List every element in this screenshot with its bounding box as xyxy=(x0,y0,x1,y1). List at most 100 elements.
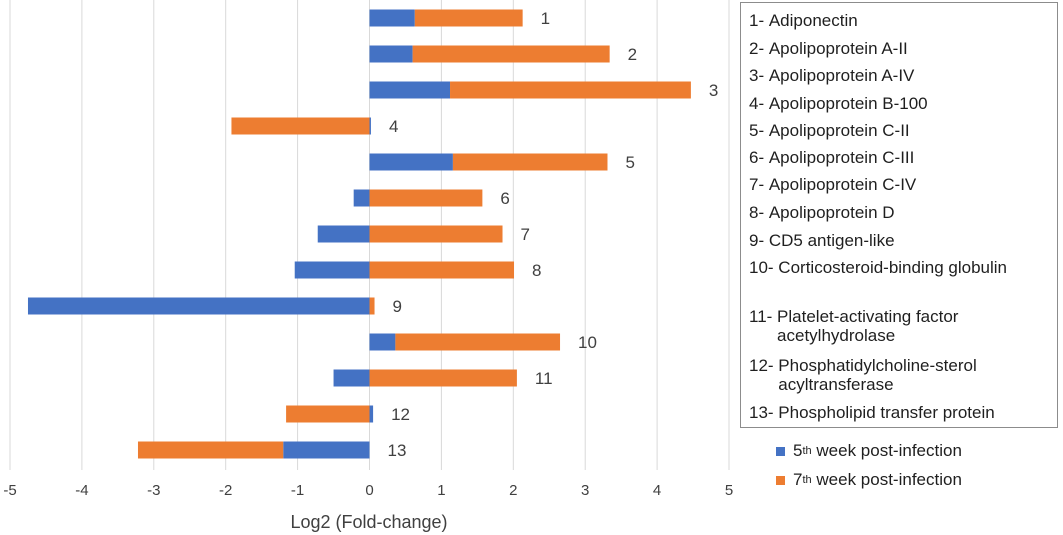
protein-legend-item: 2- Apolipoprotein A-II xyxy=(749,39,1055,58)
bar-week5-2 xyxy=(369,45,413,63)
protein-legend-item: 3- Apolipoprotein A-IV xyxy=(749,66,1055,85)
x-tick-label: 0 xyxy=(365,482,373,499)
x-tick-label: -1 xyxy=(291,482,304,499)
protein-legend-number: 6- xyxy=(749,148,769,167)
bar-week5-12 xyxy=(369,405,374,423)
bar-week5-13 xyxy=(283,441,370,459)
protein-legend-item: 9- CD5 antigen-like xyxy=(749,231,1055,250)
protein-legend-item: 8- Apolipoprotein D xyxy=(749,203,1055,222)
protein-legend-name: Apolipoprotein C-III xyxy=(768,148,915,167)
category-label: 4 xyxy=(389,117,398,136)
protein-legend-number: 2- xyxy=(749,39,769,58)
category-label: 10 xyxy=(578,333,597,352)
series-legend-swatch xyxy=(776,475,785,485)
bar-week5-5 xyxy=(369,153,453,171)
x-axis-title: Log2 (Fold-change) xyxy=(290,512,447,532)
category-label: 5 xyxy=(625,153,634,172)
x-tick-labels: -5 -4 -3 -2 -1 0 1 2 3 4 5 xyxy=(3,482,733,499)
category-label: 7 xyxy=(521,225,530,244)
protein-legend-name: Apolipoprotein B-100 xyxy=(768,94,928,113)
series-legend-suffix: th xyxy=(802,445,812,457)
protein-legend-number: 7- xyxy=(749,175,769,194)
protein-legend-name: Apolipoprotein D xyxy=(768,203,895,222)
category-label: 11 xyxy=(535,369,553,388)
bar-week7-5 xyxy=(452,153,608,171)
protein-legend-item: 1- Adiponectin xyxy=(749,11,1055,30)
x-tick-label: -3 xyxy=(147,482,160,499)
bar-week7-10 xyxy=(395,333,561,351)
x-tick-label: -5 xyxy=(3,482,16,499)
category-label: 1 xyxy=(541,9,550,28)
protein-legend-name: Apolipoprotein A-IV xyxy=(768,66,915,85)
bar-week7-13 xyxy=(137,441,284,459)
protein-legend-number: 11- xyxy=(749,307,778,326)
bar-week5-8 xyxy=(294,261,370,279)
protein-legend: 1- Adiponectin 2- Apolipoprotein A-II 3- A… xyxy=(740,2,1058,428)
bar-week7-11 xyxy=(369,369,517,387)
bar-week7-12 xyxy=(286,405,370,423)
category-label: 12 xyxy=(391,405,410,424)
protein-legend-name: CD5 antigen-like xyxy=(768,231,895,250)
bar-week7-3 xyxy=(450,81,691,99)
x-tick-label: 4 xyxy=(653,482,661,499)
x-tick-label: -4 xyxy=(75,482,88,499)
category-label: 2 xyxy=(628,45,637,64)
x-tick-label: 3 xyxy=(581,482,589,499)
x-tick-label: 5 xyxy=(725,482,733,499)
protein-legend-number: 1- xyxy=(749,11,769,30)
bar-week5-4 xyxy=(369,117,371,135)
category-label: 9 xyxy=(393,297,402,316)
protein-legend-name: Phosphatidylcholine-sterol acyltransfera… xyxy=(778,356,977,394)
protein-legend-item: 7- Apolipoprotein C-IV xyxy=(749,175,1055,194)
bar-week7-1 xyxy=(414,9,523,27)
bar-week5-6 xyxy=(353,189,370,207)
protein-legend-number: 9- xyxy=(749,231,769,250)
bar-week7-2 xyxy=(412,45,610,63)
x-tick-label: -2 xyxy=(219,482,232,499)
x-tick-label: 1 xyxy=(437,482,445,499)
protein-legend-name: Apolipoprotein A-II xyxy=(768,39,908,58)
protein-legend-number: 10- xyxy=(749,258,779,277)
category-label: 3 xyxy=(709,81,718,100)
bar-week5-3 xyxy=(369,81,451,99)
category-label: 13 xyxy=(388,441,407,460)
series-legend-suffix: th xyxy=(802,474,812,486)
protein-legend-name: Phospholipid transfer protein xyxy=(778,403,995,422)
bar-week7-4 xyxy=(231,117,370,135)
bar-week5-9 xyxy=(27,297,370,315)
protein-legend-name: Corticosteroid-binding globulin xyxy=(778,258,1007,277)
protein-legend-name: Apolipoprotein C-II xyxy=(768,121,910,140)
protein-legend-item: 10- Corticosteroid-binding globulin xyxy=(749,258,1055,277)
protein-legend-name: Platelet-activating factor acetylhydrola… xyxy=(777,307,959,345)
x-tick-label: 2 xyxy=(509,482,517,499)
protein-legend-name: Adiponectin xyxy=(768,11,858,30)
bar-week7-6 xyxy=(369,189,483,207)
protein-legend-number: 12- xyxy=(749,356,779,375)
protein-legend-number: 4- xyxy=(749,94,769,113)
protein-legend-item: 5- Apolipoprotein C-II xyxy=(749,121,1055,140)
bars xyxy=(27,9,691,459)
protein-legend-item: 13- Phospholipid transfer protein xyxy=(749,403,1055,422)
series-legend-week: 5 xyxy=(793,441,803,460)
protein-legend-item: 4- Apolipoprotein B-100 xyxy=(749,94,1055,113)
protein-legend-name: Apolipoprotein C-IV xyxy=(768,175,917,194)
protein-legend-number: 5- xyxy=(749,121,769,140)
bar-week5-10 xyxy=(369,333,396,351)
protein-legend-item: 12- Phosphatidylcholine-sterol acyltrans… xyxy=(749,356,1055,394)
bar-week5-7 xyxy=(317,225,370,243)
protein-legend-item: 6- Apolipoprotein C-III xyxy=(749,148,1055,167)
bar-week7-8 xyxy=(369,261,515,279)
bar-week5-11 xyxy=(333,369,370,387)
bar-week7-7 xyxy=(369,225,503,243)
bar-week7-9 xyxy=(369,297,375,315)
series-legend-text: week post-infection xyxy=(811,441,962,460)
category-label: 8 xyxy=(532,261,541,280)
bar-week5-1 xyxy=(369,9,415,27)
series-legend-week: 7 xyxy=(793,470,803,489)
protein-legend-number: 3- xyxy=(749,66,769,85)
category-label: 6 xyxy=(500,189,509,208)
